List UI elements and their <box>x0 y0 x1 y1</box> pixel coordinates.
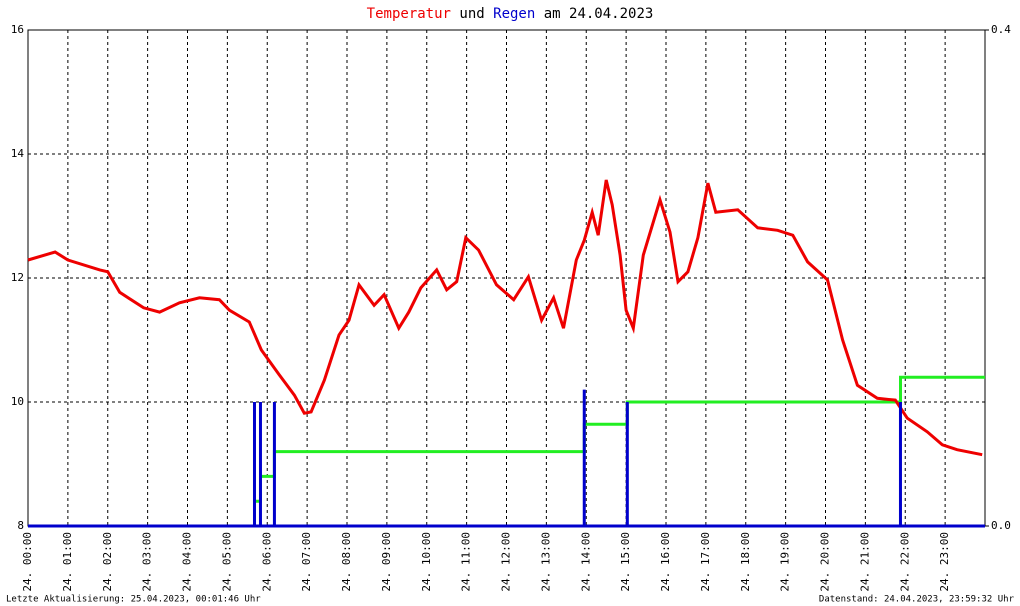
x-tick-label: 24. 19:00 <box>779 532 792 592</box>
y-tick-label: 14 <box>11 147 25 160</box>
x-tick-label: 24. 03:00 <box>141 532 154 592</box>
x-tick-label: 24. 15:00 <box>619 532 632 592</box>
x-tick-label: 24. 00:00 <box>21 532 34 592</box>
y-tick-label: 16 <box>11 23 24 36</box>
title-part: am 24.04.2023 <box>544 6 654 22</box>
legend-rain: Regen <box>493 6 535 22</box>
x-tick-label: 24. 20:00 <box>819 532 832 592</box>
legend-temperature: Temperatur <box>367 6 451 22</box>
y-tick-label: 8 <box>17 519 24 532</box>
x-tick-label: 24. 21:00 <box>858 532 871 592</box>
x-tick-label: 24. 13:00 <box>539 532 552 592</box>
x-tick-label: 24. 23:00 <box>938 532 951 592</box>
footer-left: Letzte Aktualisierung: 25.04.2023, 00:01… <box>6 595 261 605</box>
y-tick-label: 12 <box>11 271 24 284</box>
x-tick-label: 24. 18:00 <box>739 532 752 592</box>
x-tick-label: 24. 08:00 <box>340 532 353 592</box>
x-tick-label: 24. 05:00 <box>220 532 233 592</box>
title-part: und <box>459 6 484 22</box>
x-tick-label: 24. 04:00 <box>181 532 194 592</box>
x-tick-label: 24. 12:00 <box>500 532 513 592</box>
x-tick-label: 24. 09:00 <box>380 532 393 592</box>
y2-tick-label: 0.0 <box>991 519 1011 532</box>
y2-tick-label: 0.4 <box>991 23 1011 36</box>
x-tick-label: 24. 11:00 <box>460 532 473 592</box>
x-tick-label: 24. 01:00 <box>61 532 74 592</box>
chart-title: Temperatur und Regen am 24.04.2023 <box>367 6 654 22</box>
x-tick-label: 24. 16:00 <box>659 532 672 592</box>
footer-right: Datenstand: 24.04.2023, 23:59:32 Uhr <box>819 595 1015 605</box>
x-tick-label: 24. 17:00 <box>699 532 712 592</box>
x-tick-label: 24. 14:00 <box>579 532 592 592</box>
x-tick-label: 24. 07:00 <box>300 532 313 592</box>
x-tick-label: 24. 02:00 <box>101 532 114 592</box>
x-tick-label: 24. 06:00 <box>260 532 273 592</box>
y-tick-label: 10 <box>11 395 24 408</box>
x-tick-label: 24. 22:00 <box>898 532 911 592</box>
line-series <box>27 179 983 457</box>
x-tick-label: 24. 10:00 <box>420 532 433 592</box>
